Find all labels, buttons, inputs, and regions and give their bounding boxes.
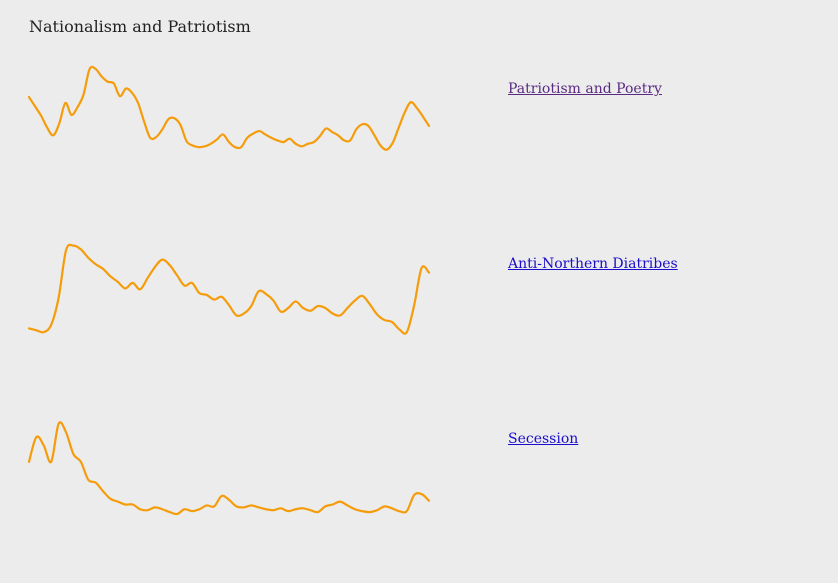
topic-row: Secession bbox=[0, 408, 838, 583]
sparkline-series-line bbox=[27, 421, 431, 516]
topic-link-patriotism-and-poetry[interactable]: Patriotism and Poetry bbox=[508, 81, 662, 97]
topic-row: Patriotism and Poetry bbox=[0, 58, 838, 233]
page-title: Nationalism and Patriotism bbox=[29, 17, 251, 36]
topic-link-secession[interactable]: Secession bbox=[508, 431, 579, 447]
topic-link-anti-northern-diatribes[interactable]: Anti-Northern Diatribes bbox=[508, 256, 678, 272]
sparkline-series-line bbox=[27, 243, 431, 335]
sparkline-series-line bbox=[27, 65, 431, 151]
sparkline-chart bbox=[27, 421, 431, 516]
sparkline-chart bbox=[27, 65, 431, 151]
sparkline-chart bbox=[27, 243, 431, 335]
topic-row: Anti-Northern Diatribes bbox=[0, 233, 838, 408]
